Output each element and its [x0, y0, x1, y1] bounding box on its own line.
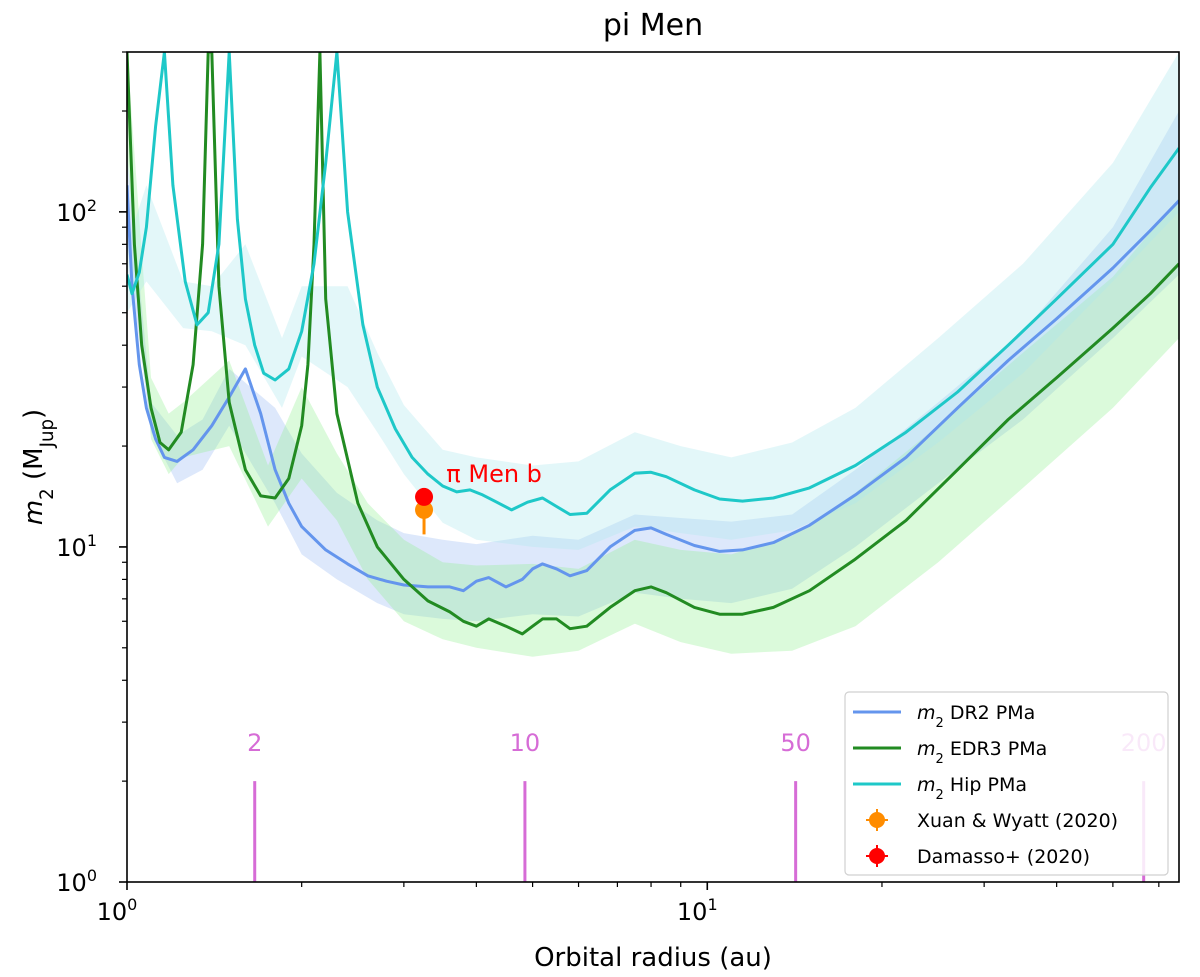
y-axis-label: m2 (MJup) — [19, 409, 58, 525]
chart-title: pi Men — [603, 8, 703, 43]
series-line-1 — [127, 52, 1179, 636]
x-tick-label-0-exponent: 0 — [127, 895, 137, 914]
x-tick-label-0: 100 — [97, 895, 138, 926]
y-tick-label-0: 100 — [56, 866, 97, 897]
data-point-0 — [415, 500, 434, 519]
y-tick-label-1: 101 — [56, 531, 97, 562]
band-1 — [127, 52, 1179, 657]
annotation-0: π Men b — [446, 460, 542, 488]
legend-marker-3 — [869, 812, 885, 828]
period-label-1: 10 — [510, 729, 541, 757]
period-label-2: 50 — [780, 729, 811, 757]
legend-label-4: Damasso+ (2020) — [917, 846, 1090, 868]
x-axis-label: Orbital radius (au) — [534, 943, 772, 973]
y-tick-label-0-exponent: 0 — [87, 866, 97, 885]
confidence-bands — [127, 52, 1179, 657]
data-points — [415, 487, 434, 535]
annotations: π Men b — [446, 460, 542, 488]
series-line-0 — [127, 185, 1179, 593]
series-line-2 — [127, 52, 1179, 516]
x-tick-label-1-exponent: 1 — [707, 895, 717, 914]
legend-label-1: m2 EDR3 PMa — [917, 738, 1047, 767]
legend-box — [844, 691, 1169, 876]
y-tick-label-2-exponent: 2 — [87, 196, 97, 215]
data-point-1 — [415, 487, 434, 506]
legend-label-3: Xuan & Wyatt (2020) — [917, 810, 1118, 832]
y-tick-label-2: 102 — [56, 196, 97, 227]
legend: m2 DR2 PMa m2 EDR3 PMa m2 Hip PMa Xuan & Wy… — [844, 691, 1169, 876]
legend-label-2: m2 Hip PMa — [917, 774, 1027, 803]
legend-label-0: m2 DR2 PMa — [917, 702, 1035, 731]
band-0 — [127, 111, 1179, 622]
plot-frame — [126, 51, 1180, 883]
x-tick-label-1: 101 — [677, 895, 718, 926]
period-label-0: 2 — [247, 729, 262, 757]
legend-marker-4 — [869, 848, 885, 864]
y-tick-label-1-exponent: 1 — [87, 531, 97, 550]
series-lines — [127, 52, 1179, 636]
